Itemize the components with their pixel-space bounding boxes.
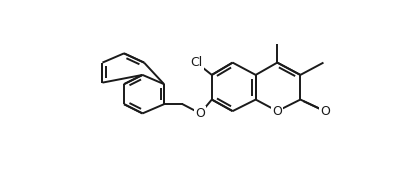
Text: Cl: Cl [190,56,202,69]
Text: O: O [195,107,205,120]
Text: O: O [320,105,330,118]
Text: O: O [272,105,282,118]
